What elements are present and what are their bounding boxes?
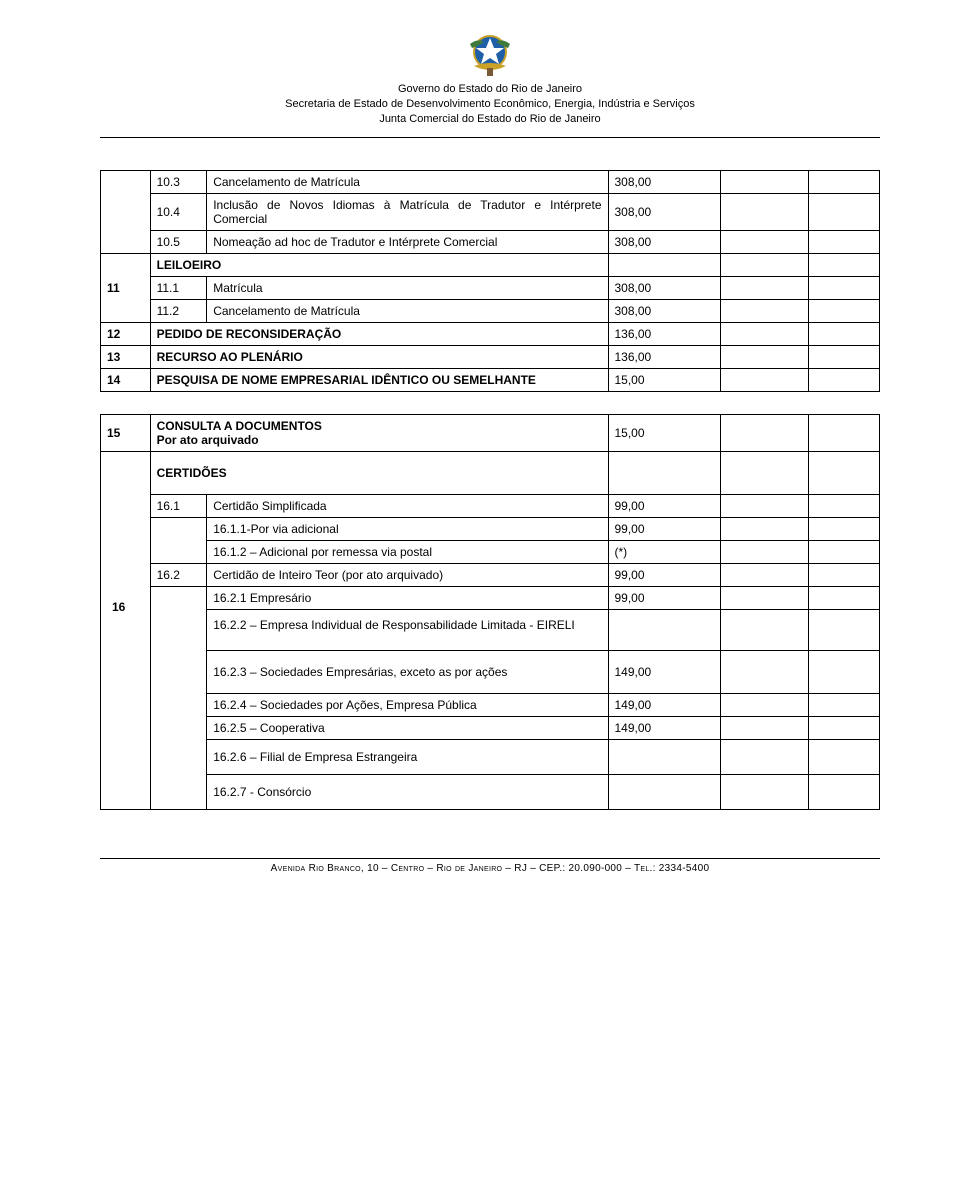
cell-desc: Nomeação ad hoc de Tradutor e Intérprete…: [207, 230, 608, 253]
table-row: 16.1.2 – Adicional por remessa via posta…: [101, 540, 880, 563]
cell-desc: 16.1.2 – Adicional por remessa via posta…: [207, 540, 608, 563]
table-row: 11.1 Matrícula 308,00: [101, 276, 880, 299]
header-line-1: Governo do Estado do Rio de Janeiro: [100, 82, 880, 97]
cell-desc: 16.1.1-Por via adicional: [207, 517, 608, 540]
cell-desc: Certidão Simplificada: [207, 494, 608, 517]
cell-desc: 16.2.4 – Sociedades por Ações, Empresa P…: [207, 693, 608, 716]
cell-num: 11: [101, 253, 151, 322]
fee-table-1: 10.3 Cancelamento de Matrícula 308,00 10…: [100, 170, 880, 392]
cell-val: (*): [608, 540, 720, 563]
table-row: 15 CONSULTA A DOCUMENTOS Por ato arquiva…: [101, 414, 880, 451]
cell-num: 16.1: [150, 494, 207, 517]
table-row: 11.2 Cancelamento de Matrícula 308,00: [101, 299, 880, 322]
cell-desc: 16.2.5 – Cooperativa: [207, 716, 608, 739]
cell-desc: Cancelamento de Matrícula: [207, 170, 608, 193]
letterhead: Governo do Estado do Rio de Janeiro Secr…: [100, 30, 880, 127]
cell-num: 10.5: [150, 230, 207, 253]
cell-desc: 16.2.2 – Empresa Individual de Responsab…: [207, 609, 608, 650]
table-row: 16.2.5 – Cooperativa 149,00: [101, 716, 880, 739]
cell-desc: Inclusão de Novos Idiomas à Matrícula de…: [207, 193, 608, 230]
cell-desc: CONSULTA A DOCUMENTOS Por ato arquivado: [150, 414, 608, 451]
table-row: 10.5 Nomeação ad hoc de Tradutor e Intér…: [101, 230, 880, 253]
table-row: 14 PESQUISA DE NOME EMPRESARIAL IDÊNTICO…: [101, 368, 880, 391]
header-line-2: Secretaria de Estado de Desenvolvimento …: [100, 97, 880, 112]
table-row: 11 LEILOEIRO: [101, 253, 880, 276]
table-row: 13 RECURSO AO PLENÁRIO 136,00: [101, 345, 880, 368]
cell-val: 99,00: [608, 494, 720, 517]
cell-desc: 16.2.3 – Sociedades Empresárias, exceto …: [207, 650, 608, 693]
cell-num: 15: [101, 414, 151, 451]
cell-val: 99,00: [608, 517, 720, 540]
cell-val: 308,00: [608, 299, 720, 322]
cell-desc: Matrícula: [207, 276, 608, 299]
table-row: 16.1 Certidão Simplificada 99,00: [101, 494, 880, 517]
cell-val: 99,00: [608, 563, 720, 586]
header-divider: [100, 137, 880, 138]
cell-num: 12: [101, 322, 151, 345]
table-row: CERTIDÕES: [101, 451, 880, 494]
table-row: 10.4 Inclusão de Novos Idiomas à Matrícu…: [101, 193, 880, 230]
cell-val: 308,00: [608, 230, 720, 253]
table-row: 10.3 Cancelamento de Matrícula 308,00: [101, 170, 880, 193]
cell-num: 16.2: [150, 563, 207, 586]
cell-num: 10.3: [150, 170, 207, 193]
cell-val: 149,00: [608, 693, 720, 716]
cell-desc: PESQUISA DE NOME EMPRESARIAL IDÊNTICO OU…: [150, 368, 608, 391]
cell-desc: 16.2.6 – Filial de Empresa Estrangeira: [207, 739, 608, 774]
cell-val: 308,00: [608, 193, 720, 230]
cell-val: 15,00: [608, 368, 720, 391]
table-row: 16.2.1 Empresário 99,00: [101, 586, 880, 609]
table-row: 16.2.2 – Empresa Individual de Responsab…: [101, 609, 880, 650]
table-row: 16.1.1-Por via adicional 99,00: [101, 517, 880, 540]
cell-desc: 16.2.1 Empresário: [207, 586, 608, 609]
cell-desc: RECURSO AO PLENÁRIO: [150, 345, 608, 368]
cell-val: 99,00: [608, 586, 720, 609]
table-row: 16.2.3 – Sociedades Empresárias, exceto …: [101, 650, 880, 693]
cell-desc: 16.2.7 - Consórcio: [207, 774, 608, 809]
table-gap: [100, 392, 880, 414]
state-crest-icon: [460, 30, 520, 78]
cell-val: 149,00: [608, 650, 720, 693]
page-footer: Avenida Rio Branco, 10 – Centro – Rio de…: [100, 858, 880, 874]
cell-desc-text: CONSULTA A DOCUMENTOS Por ato arquivado: [157, 419, 322, 447]
cell-desc: Cancelamento de Matrícula: [207, 299, 608, 322]
section-16-label: 16: [112, 600, 125, 614]
cell-val: 15,00: [608, 414, 720, 451]
cell-desc: PEDIDO DE RECONSIDERAÇÃO: [150, 322, 608, 345]
cell-desc: Certidão de Inteiro Teor (por ato arquiv…: [207, 563, 608, 586]
fee-table-2: 15 CONSULTA A DOCUMENTOS Por ato arquiva…: [100, 414, 880, 810]
cell-val: 136,00: [608, 322, 720, 345]
cell-num: 10.4: [150, 193, 207, 230]
cell-val: 308,00: [608, 276, 720, 299]
cell-num: 11.2: [150, 299, 207, 322]
cell-val: 149,00: [608, 716, 720, 739]
cell-val: 308,00: [608, 170, 720, 193]
cell-num: 14: [101, 368, 151, 391]
table-row: 16.2 Certidão de Inteiro Teor (por ato a…: [101, 563, 880, 586]
cell-num: 13: [101, 345, 151, 368]
table-row: 16.2.7 - Consórcio: [101, 774, 880, 809]
table-row: 16.2.6 – Filial de Empresa Estrangeira: [101, 739, 880, 774]
table-row: 16.2.4 – Sociedades por Ações, Empresa P…: [101, 693, 880, 716]
cell-desc: LEILOEIRO: [150, 253, 608, 276]
header-line-3: Junta Comercial do Estado do Rio de Jane…: [100, 112, 880, 127]
cell-desc: CERTIDÕES: [150, 451, 608, 494]
cell-num: 11.1: [150, 276, 207, 299]
page-container: Governo do Estado do Rio de Janeiro Secr…: [0, 0, 960, 894]
table-row: 12 PEDIDO DE RECONSIDERAÇÃO 136,00: [101, 322, 880, 345]
cell-val: 136,00: [608, 345, 720, 368]
